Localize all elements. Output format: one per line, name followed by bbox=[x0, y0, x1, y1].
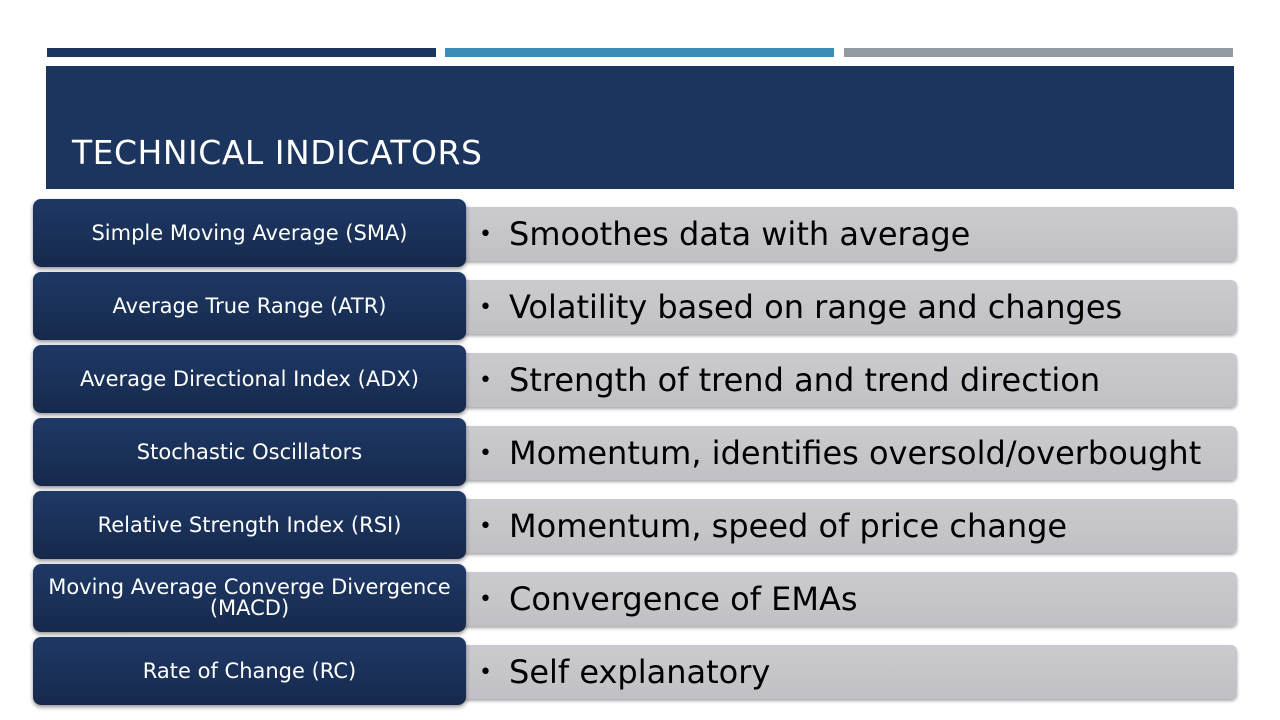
indicator-description: Smoothes data with average bbox=[509, 215, 971, 253]
indicator-label: Stochastic Oscillators bbox=[136, 439, 363, 464]
indicator-label-box: Moving Average Converge Divergence (MACD… bbox=[33, 564, 466, 632]
indicator-description-box: • Self explanatory bbox=[463, 645, 1237, 699]
indicator-row: • Convergence of EMAs Moving Average Con… bbox=[33, 564, 1238, 632]
indicator-label: Moving Average Converge Divergence (MACD… bbox=[48, 575, 451, 620]
indicator-description: Convergence of EMAs bbox=[509, 580, 858, 618]
indicator-row: • Self explanatory Rate of Change (RC) bbox=[33, 637, 1238, 705]
indicator-description-box: • Smoothes data with average bbox=[463, 207, 1237, 261]
indicator-row: • Smoothes data with average Simple Movi… bbox=[33, 199, 1238, 267]
indicator-label-box: Average True Range (ATR) bbox=[33, 272, 466, 340]
indicator-description: Self explanatory bbox=[509, 653, 771, 691]
indicator-description: Momentum, identifies oversold/overbought bbox=[509, 434, 1202, 472]
indicator-description: Momentum, speed of price change bbox=[509, 507, 1068, 545]
bullet-icon: • bbox=[479, 294, 492, 320]
indicator-label-box: Average Directional Index (ADX) bbox=[33, 345, 466, 413]
bullet-icon: • bbox=[479, 221, 492, 247]
indicator-list: • Smoothes data with average Simple Movi… bbox=[33, 199, 1238, 710]
slide-title: TECHNICAL INDICATORS bbox=[72, 133, 483, 172]
indicator-label: Relative Strength Index (RSI) bbox=[97, 512, 402, 537]
bullet-icon: • bbox=[479, 586, 492, 612]
accent-bar-gray bbox=[844, 48, 1233, 57]
accent-bar-navy bbox=[47, 48, 436, 57]
indicator-label-box: Stochastic Oscillators bbox=[33, 418, 466, 486]
indicator-label: Average Directional Index (ADX) bbox=[80, 366, 419, 391]
indicator-description-box: • Volatility based on range and changes bbox=[463, 280, 1237, 334]
indicator-label-box: Simple Moving Average (SMA) bbox=[33, 199, 466, 267]
indicator-label: Average True Range (ATR) bbox=[112, 293, 387, 318]
indicator-description: Volatility based on range and changes bbox=[509, 288, 1123, 326]
bullet-icon: • bbox=[479, 367, 492, 393]
indicator-description-box: • Convergence of EMAs bbox=[463, 572, 1237, 626]
indicator-description-box: • Momentum, identifies oversold/overboug… bbox=[463, 426, 1237, 480]
bullet-icon: • bbox=[479, 659, 492, 685]
title-band: TECHNICAL INDICATORS bbox=[46, 66, 1234, 189]
indicator-row: • Momentum, identifies oversold/overboug… bbox=[33, 418, 1238, 486]
indicator-label: Simple Moving Average (SMA) bbox=[91, 220, 408, 245]
indicator-label: Rate of Change (RC) bbox=[142, 658, 357, 683]
indicator-label-box: Relative Strength Index (RSI) bbox=[33, 491, 466, 559]
indicator-label-box: Rate of Change (RC) bbox=[33, 637, 466, 705]
bullet-icon: • bbox=[479, 513, 492, 539]
indicator-row: • Strength of trend and trend direction … bbox=[33, 345, 1238, 413]
indicator-row: • Volatility based on range and changes … bbox=[33, 272, 1238, 340]
indicator-row: • Momentum, speed of price change Relati… bbox=[33, 491, 1238, 559]
indicator-description: Strength of trend and trend direction bbox=[509, 361, 1101, 399]
accent-bar-blue bbox=[445, 48, 834, 57]
indicator-description-box: • Strength of trend and trend direction bbox=[463, 353, 1237, 407]
indicator-description-box: • Momentum, speed of price change bbox=[463, 499, 1237, 553]
bullet-icon: • bbox=[479, 440, 492, 466]
